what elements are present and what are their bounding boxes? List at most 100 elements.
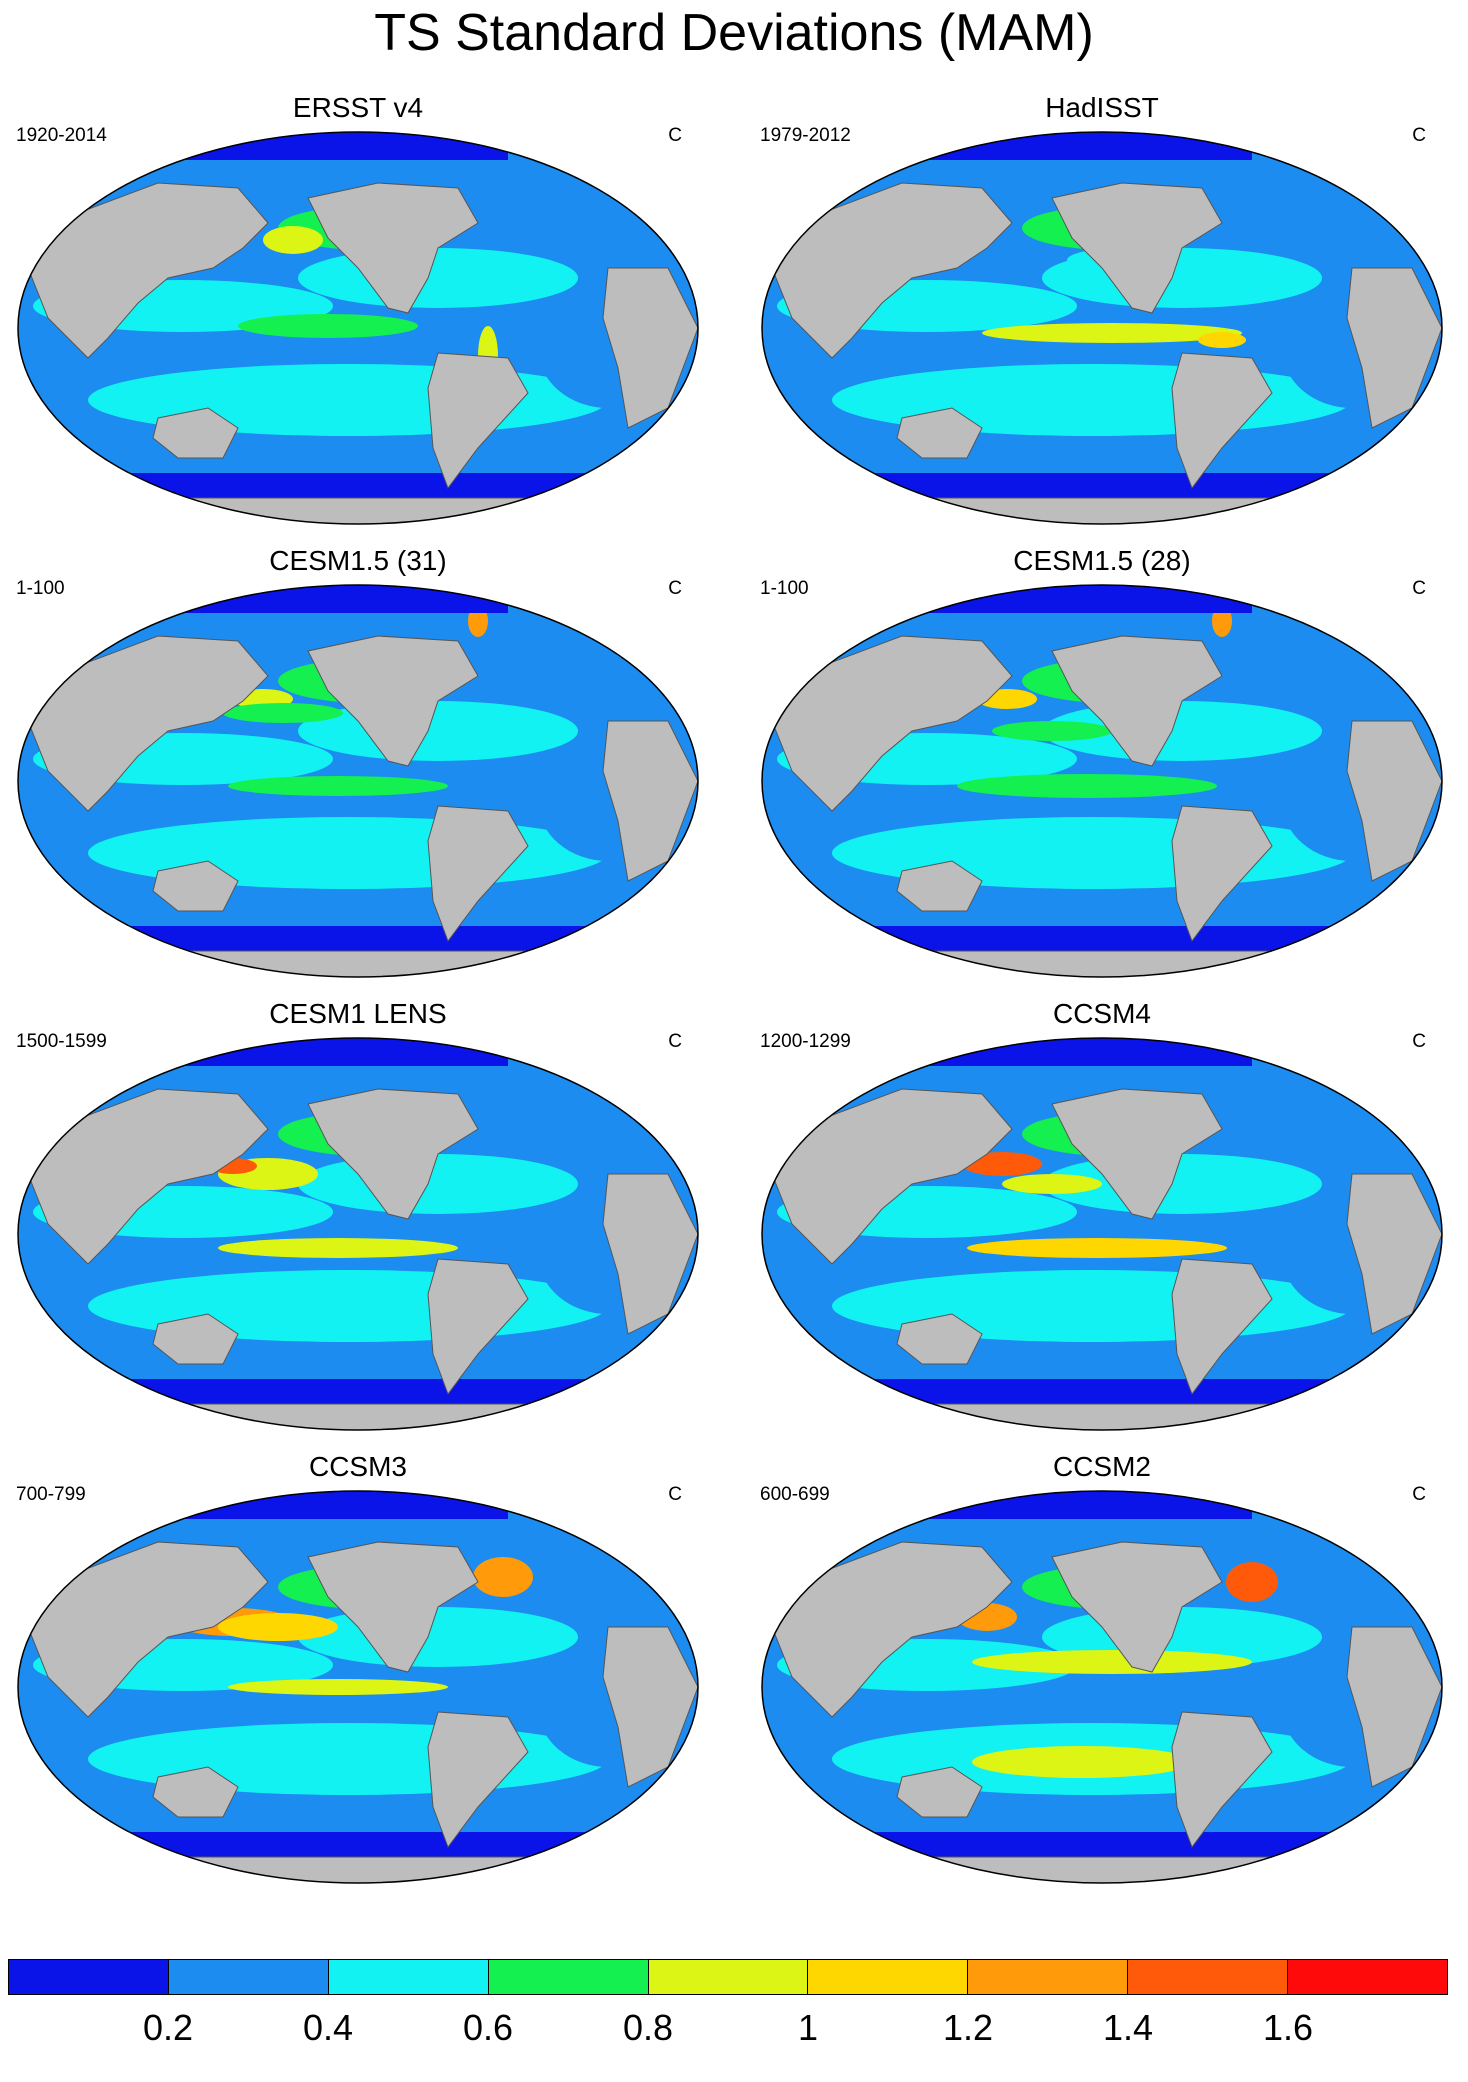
land-mass bbox=[152, 860, 239, 912]
southern-ocean-low-variance bbox=[88, 1379, 608, 1405]
panel-title: CESM1 LENS bbox=[269, 998, 447, 1029]
panel-units: C bbox=[668, 578, 682, 599]
land-mass bbox=[1346, 1173, 1442, 1335]
southern-ocean-low-variance bbox=[832, 1379, 1352, 1405]
land-mass bbox=[602, 720, 698, 882]
panel-year-range: 1200-1299 bbox=[760, 1031, 851, 1052]
land-mass bbox=[87, 1856, 629, 1883]
land-mass bbox=[771, 1088, 1013, 1265]
land-mass bbox=[831, 1856, 1373, 1883]
colorbar-tick-label: 0.6 bbox=[462, 2007, 514, 2048]
colorbar-segment bbox=[968, 1960, 1129, 1994]
colorbar-segment bbox=[328, 1960, 489, 1994]
panel-units: C bbox=[1412, 125, 1426, 146]
variance-region bbox=[218, 1238, 458, 1258]
variance-region bbox=[298, 1607, 578, 1667]
variance-region bbox=[967, 1238, 1227, 1258]
land-mass bbox=[307, 1541, 479, 1673]
panel-title: CCSM3 bbox=[308, 1451, 407, 1482]
land-mass bbox=[152, 1313, 239, 1365]
land-mass bbox=[307, 635, 479, 767]
land-mass bbox=[896, 407, 983, 459]
land-mass bbox=[1346, 267, 1442, 429]
land-mass bbox=[427, 352, 529, 490]
land-mass bbox=[27, 635, 269, 812]
land-mass bbox=[602, 1626, 698, 1788]
colorbar-segment bbox=[1128, 1960, 1289, 1994]
panel-year-range: 700-799 bbox=[16, 1484, 86, 1505]
map-panel: CCSM2 600-699 C bbox=[752, 1451, 1452, 1901]
map-outline bbox=[17, 1037, 699, 1431]
land-mass bbox=[771, 182, 1013, 359]
map-panel: ERSST v4 1920-2014 C bbox=[8, 92, 708, 542]
land-mass bbox=[427, 1258, 529, 1396]
land-mass bbox=[896, 1766, 983, 1818]
variance-region bbox=[992, 721, 1112, 741]
southern-ocean-low-variance bbox=[832, 1832, 1352, 1858]
variance-region bbox=[473, 1557, 533, 1597]
land-mass bbox=[831, 497, 1373, 524]
panel-units: C bbox=[668, 125, 682, 146]
land-mass bbox=[27, 1541, 269, 1718]
colorbar-tick-label: 0.4 bbox=[302, 2007, 354, 2048]
land-mass bbox=[771, 1541, 1013, 1718]
colorbar-segment bbox=[648, 1960, 809, 1994]
southern-ocean-low-variance bbox=[832, 473, 1352, 499]
colorbar-segment bbox=[808, 1960, 969, 1994]
land-mass bbox=[896, 1313, 983, 1365]
colorbar-segment bbox=[488, 1960, 649, 1994]
land-mass bbox=[87, 497, 629, 524]
map-panel: CESM1.5 (31) 1-100 C bbox=[8, 545, 708, 995]
world-map bbox=[17, 584, 699, 978]
panel-year-range: 1500-1599 bbox=[16, 1031, 107, 1052]
land-mass bbox=[1051, 635, 1223, 767]
colorbar-tick-label: 1.2 bbox=[942, 2007, 994, 2048]
land-mass bbox=[152, 1766, 239, 1818]
land-mass bbox=[831, 1403, 1373, 1430]
map-outline bbox=[17, 131, 699, 525]
map-panel: CCSM3 700-799 C bbox=[8, 1451, 708, 1901]
map-panel: CESM1.5 (28) 1-100 C bbox=[752, 545, 1452, 995]
land-mass bbox=[427, 805, 529, 943]
colorbar-segment bbox=[168, 1960, 329, 1994]
land-mass bbox=[1171, 352, 1273, 490]
panel-year-range: 1979-2012 bbox=[760, 125, 851, 146]
southern-ocean-low-variance bbox=[88, 473, 608, 499]
map-panel: HadISST 1979-2012 C bbox=[752, 92, 1452, 542]
variance-region bbox=[223, 703, 343, 723]
panel-units: C bbox=[1412, 1484, 1426, 1505]
panel-units: C bbox=[668, 1484, 682, 1505]
southern-ocean-low-variance bbox=[832, 926, 1352, 952]
land-mass bbox=[1346, 1626, 1442, 1788]
panel-title: CCSM4 bbox=[1052, 998, 1151, 1029]
variance-region bbox=[228, 776, 448, 796]
land-mass bbox=[602, 1173, 698, 1335]
southern-ocean-low-variance bbox=[88, 926, 608, 952]
variance-region bbox=[228, 1679, 448, 1695]
land-mass bbox=[307, 182, 479, 314]
panel-year-range: 600-699 bbox=[760, 1484, 830, 1505]
world-map bbox=[761, 584, 1443, 978]
world-map bbox=[761, 1037, 1443, 1431]
land-mass bbox=[152, 407, 239, 459]
land-mass bbox=[87, 1403, 629, 1430]
world-map bbox=[17, 1490, 699, 1884]
land-mass bbox=[87, 950, 629, 977]
land-mass bbox=[896, 860, 983, 912]
panel-title: ERSST v4 bbox=[292, 92, 424, 123]
land-mass bbox=[1171, 805, 1273, 943]
variance-region bbox=[298, 1154, 578, 1214]
map-outline bbox=[761, 584, 1443, 978]
panel-units: C bbox=[668, 1031, 682, 1052]
panel-year-range: 1-100 bbox=[16, 578, 65, 599]
colorbar-segment bbox=[9, 1960, 169, 1994]
variance-region bbox=[263, 226, 323, 254]
land-mass bbox=[307, 1088, 479, 1220]
panel-title: CCSM2 bbox=[1052, 1451, 1151, 1482]
land-mass bbox=[602, 267, 698, 429]
map-outline bbox=[761, 1490, 1443, 1884]
variance-region bbox=[238, 314, 418, 338]
figure-title: TS Standard Deviations (MAM) bbox=[374, 4, 1094, 62]
panel-year-range: 1-100 bbox=[760, 578, 809, 599]
variance-region bbox=[1226, 1562, 1278, 1602]
